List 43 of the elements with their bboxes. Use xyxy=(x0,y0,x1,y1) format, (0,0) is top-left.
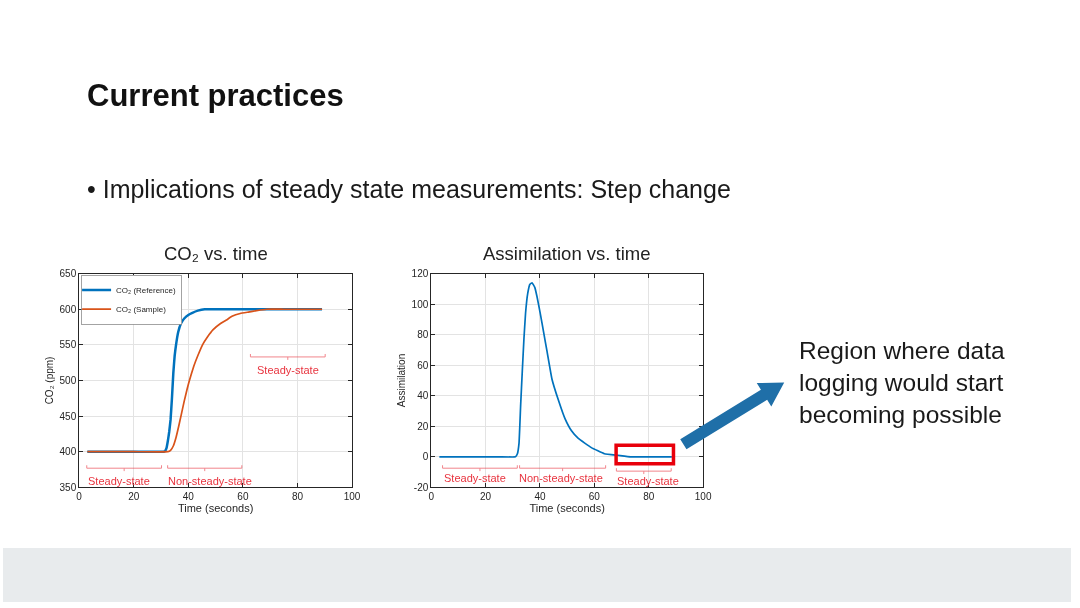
y-tick-label: 100 xyxy=(411,298,429,310)
x-tick-label: 20 xyxy=(480,491,492,503)
x-tick-label: 60 xyxy=(588,491,601,503)
annotation: Non-steady-state xyxy=(168,475,252,487)
y-tick-label: 500 xyxy=(59,374,77,386)
x-tick-label: 60 xyxy=(237,491,249,503)
y-tick-label: 20 xyxy=(417,420,429,432)
y-tick-label: 650 xyxy=(59,268,77,280)
x-tick-label: 100 xyxy=(343,491,361,503)
x-tick-label: 40 xyxy=(182,491,195,503)
y-tick-label: 600 xyxy=(59,303,77,315)
annotation: Non-steady-state xyxy=(519,472,603,484)
y-tick-label: 60 xyxy=(417,359,429,371)
annotation: Steady-state xyxy=(257,364,319,376)
legend-label: CO₂ (Sample) xyxy=(116,305,167,315)
y-axis-title: CO₂ (ppm) xyxy=(43,356,55,405)
y-axis-title: Assimilation xyxy=(395,353,407,408)
annotation: Steady-state xyxy=(444,472,506,484)
x-axis-title: Time (seconds) xyxy=(177,502,254,515)
chart-title: CO₂ vs. time xyxy=(164,243,268,264)
text: • Implications of steady state measurements: Step change xyxy=(87,175,731,203)
x-tick-label: 100 xyxy=(694,491,712,503)
x-tick-label: 40 xyxy=(534,491,546,503)
y-tick-label: 400 xyxy=(59,446,77,458)
y-tick-label: 450 xyxy=(59,410,77,422)
y-tick-label: 120 xyxy=(411,268,429,280)
y-tick-label: 40 xyxy=(417,390,429,402)
text: Region where data logging would start becoming possible xyxy=(799,337,1006,428)
y-tick-label: 80 xyxy=(417,329,429,341)
line-series xyxy=(438,281,673,458)
chart-title: Assimilation vs. time xyxy=(483,243,651,264)
legend-label: CO₂ (Reference) xyxy=(116,286,176,296)
x-tick-label: 20 xyxy=(128,491,140,503)
x-axis-title: Time (seconds) xyxy=(529,502,605,515)
x-tick-label: 80 xyxy=(643,491,655,503)
annotation: Steady-state xyxy=(88,475,150,487)
annotation: Steady-state xyxy=(617,475,679,487)
y-tick-label: 350 xyxy=(59,481,77,493)
text: Current practices xyxy=(87,78,344,113)
y-tick-label: -20 xyxy=(413,481,429,493)
x-tick-label: 80 xyxy=(291,491,304,503)
y-tick-label: 550 xyxy=(59,339,77,351)
y-tick-label: 0 xyxy=(422,451,429,463)
